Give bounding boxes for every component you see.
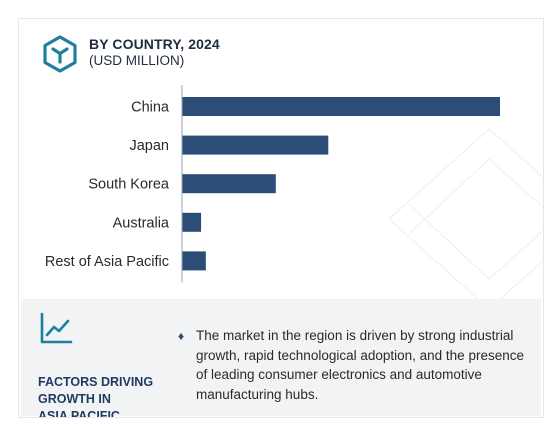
bar-australia xyxy=(182,212,202,232)
bar-china xyxy=(182,97,500,116)
bar-japan xyxy=(182,135,329,155)
category-label: Japan xyxy=(129,138,169,154)
chart-subtitle: (USD MILLION) xyxy=(89,53,185,68)
chart-header: BY COUNTRY, 2024 (USD MILLION) xyxy=(41,35,220,73)
factors-line: FACTORS DRIVING xyxy=(38,375,154,389)
category-label: Rest of Asia Pacific xyxy=(45,254,169,270)
factors-description: The market in the region is driven by st… xyxy=(196,328,524,402)
bar-chart: China Japan South Korea Australia Rest of As… xyxy=(45,85,500,283)
diamond-bullet-icon: ♦ xyxy=(178,329,185,343)
chart-card: BY COUNTRY, 2024 (USD MILLION) China Japa… xyxy=(18,18,544,418)
category-label: South Korea xyxy=(88,177,170,193)
chart-title: BY COUNTRY, 2024 xyxy=(89,36,220,52)
bar-south-korea xyxy=(182,174,276,194)
hexagon-cube-icon xyxy=(43,35,77,73)
growth-factors-panel: FACTORS DRIVING GROWTH IN ASIA PACIFIC ♦… xyxy=(21,299,541,418)
factors-line: ASIA PACIFIC xyxy=(38,409,120,418)
line-chart-icon xyxy=(40,312,73,344)
bar-rest-of-asia-pacific xyxy=(182,251,206,271)
category-label: China xyxy=(131,100,170,116)
factors-line: GROWTH IN xyxy=(38,392,111,406)
factors-heading: FACTORS DRIVING GROWTH IN ASIA PACIFIC xyxy=(38,374,178,418)
category-label: Australia xyxy=(113,215,170,231)
